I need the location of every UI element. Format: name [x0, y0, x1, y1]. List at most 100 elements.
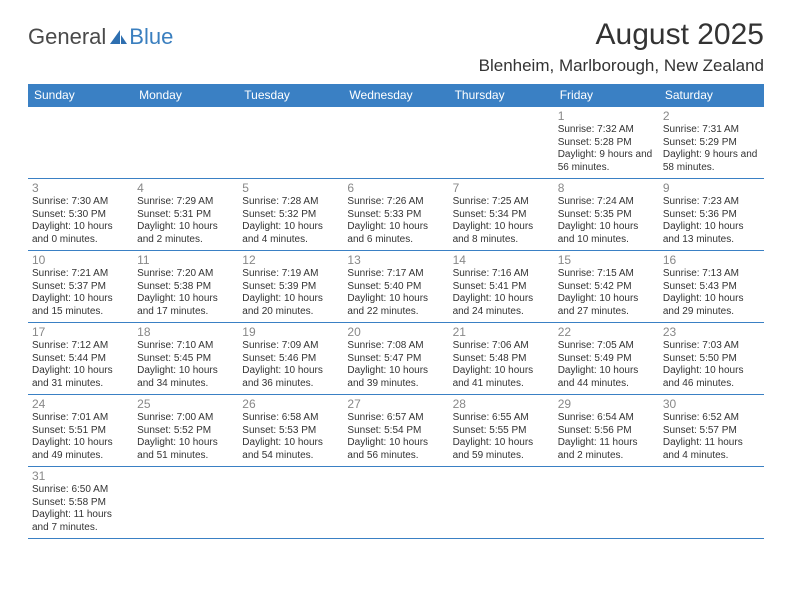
- location-subtitle: Blenheim, Marlborough, New Zealand: [479, 56, 764, 76]
- daylight-line: Daylight: 10 hours and 0 minutes.: [32, 221, 129, 246]
- calendar-day-cell: 20Sunrise: 7:08 AMSunset: 5:47 PMDayligh…: [343, 323, 448, 395]
- sunrise-line: Sunrise: 7:16 AM: [453, 268, 550, 281]
- sunrise-line: Sunrise: 7:15 AM: [558, 268, 655, 281]
- calendar-week-row: 31Sunrise: 6:50 AMSunset: 5:58 PMDayligh…: [28, 467, 764, 539]
- daylight-line: Daylight: 10 hours and 46 minutes.: [663, 365, 760, 390]
- sunset-line: Sunset: 5:46 PM: [242, 353, 339, 366]
- logo: General Blue: [28, 24, 173, 50]
- calendar-week-row: 24Sunrise: 7:01 AMSunset: 5:51 PMDayligh…: [28, 395, 764, 467]
- calendar-day-cell: 27Sunrise: 6:57 AMSunset: 5:54 PMDayligh…: [343, 395, 448, 467]
- sunrise-line: Sunrise: 6:52 AM: [663, 412, 760, 425]
- calendar-day-cell: 17Sunrise: 7:12 AMSunset: 5:44 PMDayligh…: [28, 323, 133, 395]
- daylight-line: Daylight: 10 hours and 41 minutes.: [453, 365, 550, 390]
- daylight-line: Daylight: 10 hours and 24 minutes.: [453, 293, 550, 318]
- calendar-day-cell: 22Sunrise: 7:05 AMSunset: 5:49 PMDayligh…: [554, 323, 659, 395]
- sunset-line: Sunset: 5:41 PM: [453, 281, 550, 294]
- calendar-day-cell: 29Sunrise: 6:54 AMSunset: 5:56 PMDayligh…: [554, 395, 659, 467]
- sunrise-line: Sunrise: 7:26 AM: [347, 196, 444, 209]
- calendar-empty-cell: [449, 107, 554, 179]
- calendar-empty-cell: [554, 467, 659, 539]
- daylight-line: Daylight: 10 hours and 34 minutes.: [137, 365, 234, 390]
- day-number: 16: [663, 253, 760, 267]
- day-number: 11: [137, 253, 234, 267]
- day-number: 22: [558, 325, 655, 339]
- day-number: 7: [453, 181, 550, 195]
- calendar-day-cell: 30Sunrise: 6:52 AMSunset: 5:57 PMDayligh…: [659, 395, 764, 467]
- calendar-empty-cell: [133, 467, 238, 539]
- sunset-line: Sunset: 5:51 PM: [32, 425, 129, 438]
- sunset-line: Sunset: 5:55 PM: [453, 425, 550, 438]
- day-number: 29: [558, 397, 655, 411]
- sunset-line: Sunset: 5:44 PM: [32, 353, 129, 366]
- day-number: 3: [32, 181, 129, 195]
- calendar-header-cell: Thursday: [449, 84, 554, 107]
- day-number: 28: [453, 397, 550, 411]
- sunrise-line: Sunrise: 6:57 AM: [347, 412, 444, 425]
- calendar-week-row: 3Sunrise: 7:30 AMSunset: 5:30 PMDaylight…: [28, 179, 764, 251]
- calendar-day-cell: 5Sunrise: 7:28 AMSunset: 5:32 PMDaylight…: [238, 179, 343, 251]
- day-number: 6: [347, 181, 444, 195]
- sunset-line: Sunset: 5:36 PM: [663, 209, 760, 222]
- calendar-week-row: 1Sunrise: 7:32 AMSunset: 5:28 PMDaylight…: [28, 107, 764, 179]
- daylight-line: Daylight: 11 hours and 4 minutes.: [663, 437, 760, 462]
- daylight-line: Daylight: 10 hours and 49 minutes.: [32, 437, 129, 462]
- day-number: 18: [137, 325, 234, 339]
- sunset-line: Sunset: 5:49 PM: [558, 353, 655, 366]
- sunset-line: Sunset: 5:40 PM: [347, 281, 444, 294]
- daylight-line: Daylight: 10 hours and 54 minutes.: [242, 437, 339, 462]
- day-number: 30: [663, 397, 760, 411]
- calendar-day-cell: 28Sunrise: 6:55 AMSunset: 5:55 PMDayligh…: [449, 395, 554, 467]
- calendar-table: SundayMondayTuesdayWednesdayThursdayFrid…: [28, 84, 764, 539]
- day-number: 24: [32, 397, 129, 411]
- day-number: 13: [347, 253, 444, 267]
- calendar-day-cell: 19Sunrise: 7:09 AMSunset: 5:46 PMDayligh…: [238, 323, 343, 395]
- sunrise-line: Sunrise: 7:00 AM: [137, 412, 234, 425]
- calendar-empty-cell: [28, 107, 133, 179]
- daylight-line: Daylight: 11 hours and 2 minutes.: [558, 437, 655, 462]
- daylight-line: Daylight: 10 hours and 36 minutes.: [242, 365, 339, 390]
- calendar-day-cell: 25Sunrise: 7:00 AMSunset: 5:52 PMDayligh…: [133, 395, 238, 467]
- sunset-line: Sunset: 5:37 PM: [32, 281, 129, 294]
- daylight-line: Daylight: 10 hours and 6 minutes.: [347, 221, 444, 246]
- sunrise-line: Sunrise: 7:10 AM: [137, 340, 234, 353]
- sail-icon: [108, 28, 128, 46]
- daylight-line: Daylight: 9 hours and 56 minutes.: [558, 149, 655, 174]
- sunrise-line: Sunrise: 7:01 AM: [32, 412, 129, 425]
- calendar-empty-cell: [343, 107, 448, 179]
- calendar-empty-cell: [659, 467, 764, 539]
- sunrise-line: Sunrise: 7:08 AM: [347, 340, 444, 353]
- sunrise-line: Sunrise: 7:03 AM: [663, 340, 760, 353]
- sunset-line: Sunset: 5:50 PM: [663, 353, 760, 366]
- sunrise-line: Sunrise: 7:31 AM: [663, 124, 760, 137]
- day-number: 15: [558, 253, 655, 267]
- daylight-line: Daylight: 10 hours and 8 minutes.: [453, 221, 550, 246]
- logo-text-general: General: [28, 24, 106, 50]
- sunrise-line: Sunrise: 7:20 AM: [137, 268, 234, 281]
- day-number: 10: [32, 253, 129, 267]
- sunset-line: Sunset: 5:54 PM: [347, 425, 444, 438]
- day-number: 17: [32, 325, 129, 339]
- calendar-day-cell: 14Sunrise: 7:16 AMSunset: 5:41 PMDayligh…: [449, 251, 554, 323]
- sunrise-line: Sunrise: 6:58 AM: [242, 412, 339, 425]
- calendar-day-cell: 3Sunrise: 7:30 AMSunset: 5:30 PMDaylight…: [28, 179, 133, 251]
- calendar-day-cell: 21Sunrise: 7:06 AMSunset: 5:48 PMDayligh…: [449, 323, 554, 395]
- calendar-empty-cell: [238, 467, 343, 539]
- daylight-line: Daylight: 10 hours and 13 minutes.: [663, 221, 760, 246]
- sunrise-line: Sunrise: 7:19 AM: [242, 268, 339, 281]
- day-number: 2: [663, 109, 760, 123]
- sunset-line: Sunset: 5:47 PM: [347, 353, 444, 366]
- day-number: 20: [347, 325, 444, 339]
- day-number: 12: [242, 253, 339, 267]
- sunset-line: Sunset: 5:42 PM: [558, 281, 655, 294]
- calendar-day-cell: 24Sunrise: 7:01 AMSunset: 5:51 PMDayligh…: [28, 395, 133, 467]
- daylight-line: Daylight: 9 hours and 58 minutes.: [663, 149, 760, 174]
- calendar-header-cell: Tuesday: [238, 84, 343, 107]
- day-number: 4: [137, 181, 234, 195]
- sunset-line: Sunset: 5:34 PM: [453, 209, 550, 222]
- sunset-line: Sunset: 5:28 PM: [558, 137, 655, 150]
- sunrise-line: Sunrise: 7:12 AM: [32, 340, 129, 353]
- day-number: 9: [663, 181, 760, 195]
- daylight-line: Daylight: 10 hours and 10 minutes.: [558, 221, 655, 246]
- sunset-line: Sunset: 5:57 PM: [663, 425, 760, 438]
- sunset-line: Sunset: 5:45 PM: [137, 353, 234, 366]
